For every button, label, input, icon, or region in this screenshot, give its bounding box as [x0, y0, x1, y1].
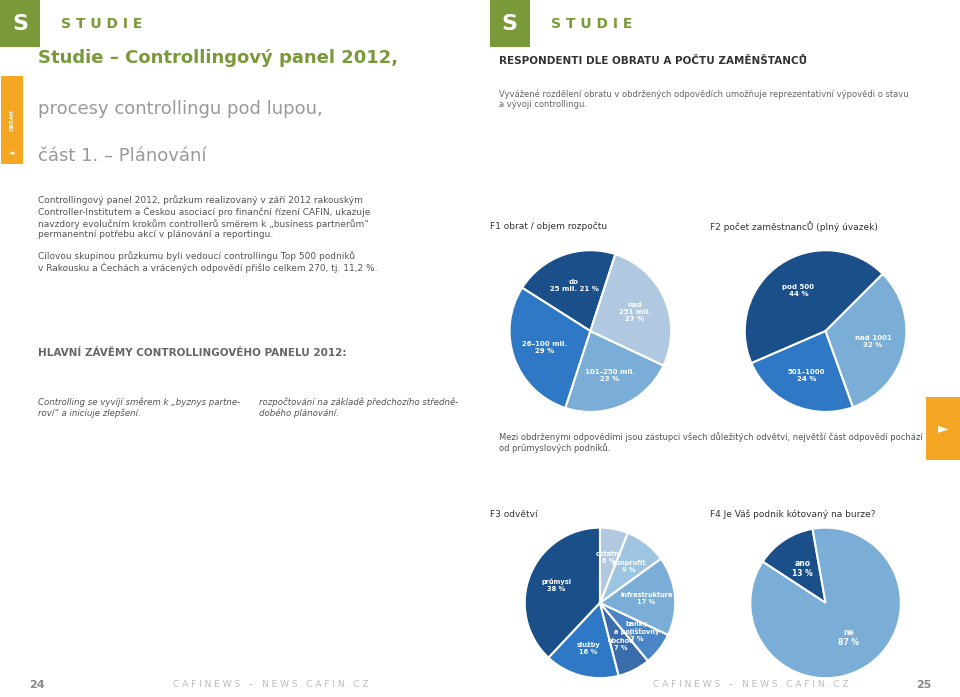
Text: Controlling se vyvíjí směrem k „byznys partne-
roví“ a iniciuje zlepšení.: Controlling se vyvíjí směrem k „byznys p…: [38, 397, 241, 418]
FancyBboxPatch shape: [0, 0, 40, 47]
Text: S T U D I E: S T U D I E: [61, 17, 142, 31]
Wedge shape: [565, 331, 663, 412]
Wedge shape: [522, 250, 615, 331]
Text: infrastruktura
17 %: infrastruktura 17 %: [620, 592, 673, 605]
Wedge shape: [525, 528, 600, 658]
Text: 26–100 mil.
29 %: 26–100 mil. 29 %: [522, 341, 567, 354]
Text: S T U D I E: S T U D I E: [551, 17, 632, 31]
Wedge shape: [826, 274, 906, 407]
Text: rozpočtování na základě předchozího středně-
dobého plánování.: rozpočtování na základě předchozího stře…: [259, 397, 459, 418]
FancyBboxPatch shape: [1, 76, 23, 164]
Text: F3 odvětví: F3 odvětví: [490, 510, 538, 519]
Text: banky
a pojišťovny
7 %: banky a pojišťovny 7 %: [614, 621, 660, 642]
Text: 25: 25: [916, 680, 931, 690]
Text: Controllingový panel 2012, průzkum realizovaný v září 2012 rakouským
Controller-: Controllingový panel 2012, průzkum reali…: [38, 195, 378, 273]
Text: pod 500
44 %: pod 500 44 %: [782, 284, 814, 298]
Wedge shape: [600, 528, 628, 603]
Wedge shape: [600, 603, 648, 676]
Text: 501–1000
24 %: 501–1000 24 %: [787, 369, 825, 382]
Text: F2 počet zaměstnancŮ (plný úvazek): F2 počet zaměstnancŮ (plný úvazek): [710, 221, 878, 232]
FancyBboxPatch shape: [490, 0, 530, 47]
Wedge shape: [745, 250, 883, 363]
Text: do
25 mil. 21 %: do 25 mil. 21 %: [549, 279, 598, 292]
Wedge shape: [590, 254, 671, 365]
Text: nonprofit
9 %: nonprofit 9 %: [612, 560, 646, 572]
Text: ne
87 %: ne 87 %: [838, 628, 859, 648]
Text: nad
251 mil.
27 %: nad 251 mil. 27 %: [619, 302, 651, 322]
FancyBboxPatch shape: [926, 397, 960, 460]
Text: 101–250 mil.
23 %: 101–250 mil. 23 %: [585, 369, 635, 382]
Text: S: S: [12, 14, 28, 33]
Text: obchod
7 %: obchod 7 %: [608, 638, 635, 651]
Wedge shape: [600, 559, 675, 635]
Text: RESPONDENTI DLE OBRATU A POČTU ZAMĚNŠTANCŮ: RESPONDENTI DLE OBRATU A POČTU ZAMĚNŠTAN…: [499, 56, 807, 66]
Wedge shape: [548, 603, 619, 678]
Text: F1 obrat / objem rozpočtu: F1 obrat / objem rozpočtu: [490, 222, 607, 231]
Text: procesy controllingu pod lupou,: procesy controllingu pod lupou,: [38, 100, 324, 118]
Wedge shape: [751, 528, 900, 678]
Text: S: S: [502, 14, 517, 33]
Text: F4 Je Váš podnik kótovaný na burze?: F4 Je Váš podnik kótovaný na burze?: [710, 510, 876, 519]
Text: služby
16 %: služby 16 %: [577, 641, 600, 655]
Text: Studie – Controllingový panel 2012,: Studie – Controllingový panel 2012,: [38, 49, 398, 67]
Wedge shape: [600, 603, 668, 661]
Text: ►: ►: [938, 422, 948, 436]
Wedge shape: [762, 529, 826, 603]
Text: C A F I N E W S   –   N E W S . C A F I N . C Z: C A F I N E W S – N E W S . C A F I N . …: [173, 680, 369, 689]
Text: nad 1001
32 %: nad 1001 32 %: [854, 335, 891, 348]
Wedge shape: [510, 288, 590, 408]
Text: část 1. – Plánování: část 1. – Plánování: [38, 147, 207, 165]
Text: OBSAH: OBSAH: [10, 109, 14, 131]
Text: ano
13 %: ano 13 %: [792, 558, 813, 578]
Text: prŭmysl
38 %: prŭmysl 38 %: [541, 579, 571, 592]
Wedge shape: [752, 331, 853, 412]
Text: ◄: ◄: [10, 151, 14, 156]
Text: ostatní
6 %: ostatní 6 %: [596, 551, 622, 564]
Text: HLAVNÍ ZÁVĚMY CONTROLLINGOVÉHO PANELU 2012:: HLAVNÍ ZÁVĚMY CONTROLLINGOVÉHO PANELU 20…: [38, 348, 347, 358]
Wedge shape: [600, 533, 660, 603]
Text: Mezi obdrženými odpovědími jsou zástupci všech důležitých odvětví, největší část: Mezi obdrženými odpovědími jsou zástupci…: [499, 432, 923, 454]
Text: Vyvážené rozdělení obratu v obdržených odpovědích umožňuje reprezentativní výpov: Vyvážené rozdělení obratu v obdržených o…: [499, 89, 909, 109]
Text: C A F I N E W S   –   N E W S . C A F I N . C Z: C A F I N E W S – N E W S . C A F I N . …: [653, 680, 849, 689]
Text: 24: 24: [29, 680, 44, 690]
